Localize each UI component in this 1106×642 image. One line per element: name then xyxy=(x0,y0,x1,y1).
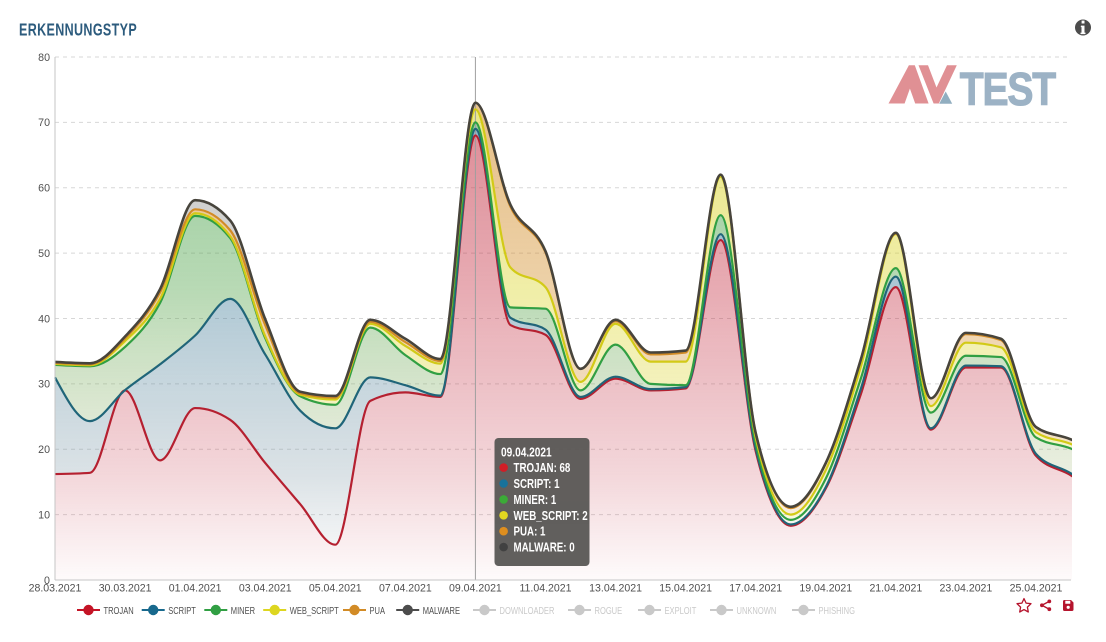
svg-text:WEB_SCRIPT: WEB_SCRIPT xyxy=(290,605,339,616)
svg-text:MALWARE: MALWARE xyxy=(423,605,460,616)
svg-text:ROGUE: ROGUE xyxy=(595,605,623,616)
svg-text:SCRIPT: SCRIPT xyxy=(168,605,196,616)
svg-text:09.04.2021: 09.04.2021 xyxy=(449,582,502,594)
svg-text:10: 10 xyxy=(38,509,50,521)
svg-text:MINER: 1: MINER: 1 xyxy=(514,494,557,508)
svg-text:80: 80 xyxy=(38,52,50,64)
svg-text:0: 0 xyxy=(44,575,50,587)
svg-text:MALWARE: 0: MALWARE: 0 xyxy=(514,541,575,555)
svg-text:DOWNLOADER: DOWNLOADER xyxy=(500,605,555,616)
svg-text:WEB_SCRIPT: 2: WEB_SCRIPT: 2 xyxy=(514,510,588,524)
svg-text:17.04.2021: 17.04.2021 xyxy=(729,582,782,594)
svg-text:70: 70 xyxy=(38,117,50,129)
svg-text:13.04.2021: 13.04.2021 xyxy=(589,582,642,594)
svg-text:30: 30 xyxy=(38,379,50,391)
svg-text:19.04.2021: 19.04.2021 xyxy=(799,582,852,594)
svg-text:01.04.2021: 01.04.2021 xyxy=(169,582,222,594)
svg-text:50: 50 xyxy=(38,248,50,260)
svg-text:11.04.2021: 11.04.2021 xyxy=(519,582,571,594)
svg-text:20: 20 xyxy=(38,444,50,456)
svg-text:07.04.2021: 07.04.2021 xyxy=(379,582,432,594)
svg-text:TROJAN: TROJAN xyxy=(104,605,134,616)
svg-text:15.04.2021: 15.04.2021 xyxy=(659,582,712,594)
svg-text:UNKNOWN: UNKNOWN xyxy=(737,605,777,616)
svg-text:TROJAN: 68: TROJAN: 68 xyxy=(514,462,571,476)
svg-text:03.04.2021: 03.04.2021 xyxy=(239,582,292,594)
svg-text:PUA: PUA xyxy=(370,605,386,616)
svg-text:PHISHING: PHISHING xyxy=(819,605,855,616)
svg-text:05.04.2021: 05.04.2021 xyxy=(309,582,362,594)
svg-text:28.03.2021: 28.03.2021 xyxy=(29,582,82,594)
svg-text:09.04.2021: 09.04.2021 xyxy=(501,445,552,459)
svg-text:PUA: 1: PUA: 1 xyxy=(514,526,546,540)
svg-text:SCRIPT: 1: SCRIPT: 1 xyxy=(514,478,561,492)
svg-text:25.04.2021: 25.04.2021 xyxy=(1010,582,1063,594)
svg-text:MINER: MINER xyxy=(231,605,256,616)
svg-text:30.03.2021: 30.03.2021 xyxy=(99,582,152,594)
svg-text:23.04.2021: 23.04.2021 xyxy=(940,582,993,594)
svg-text:ERKENNUNGSTYP: ERKENNUNGSTYP xyxy=(19,21,137,41)
svg-text:40: 40 xyxy=(38,313,50,325)
svg-text:EXPLOIT: EXPLOIT xyxy=(665,605,697,616)
svg-text:TEST: TEST xyxy=(960,64,1056,116)
svg-text:60: 60 xyxy=(38,182,50,194)
svg-text:21.04.2021: 21.04.2021 xyxy=(869,582,922,594)
